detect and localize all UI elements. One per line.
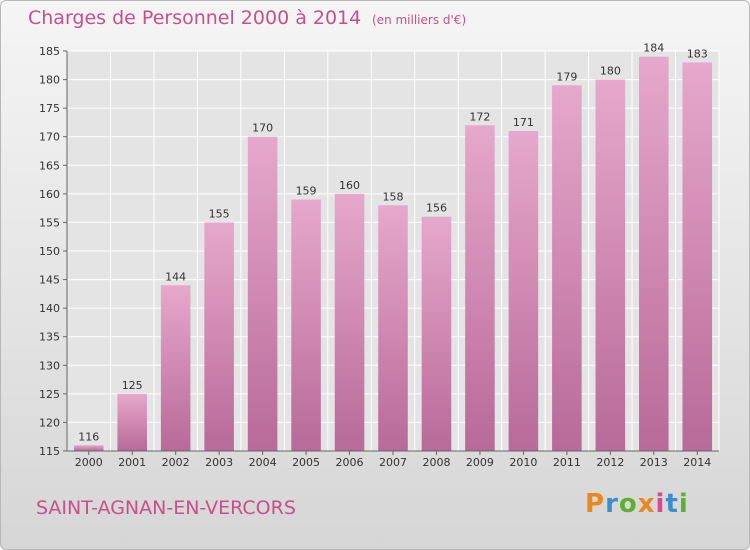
bar xyxy=(421,216,452,451)
chart-subtitle: (en milliers d'€) xyxy=(372,13,467,27)
bar-value-label: 116 xyxy=(78,430,99,443)
bar-value-label: 179 xyxy=(556,70,577,83)
bar xyxy=(73,445,104,451)
bar-value-label: 183 xyxy=(687,47,708,60)
bar-value-label: 172 xyxy=(469,110,490,123)
logo-letter: i xyxy=(678,489,689,519)
bar-value-label: 158 xyxy=(383,190,404,203)
x-tick-label: 2007 xyxy=(379,456,407,469)
logo-letter: o xyxy=(618,489,638,519)
bar xyxy=(508,131,539,451)
bar-value-label: 155 xyxy=(209,207,230,220)
x-tick-label: 2009 xyxy=(466,456,494,469)
y-tick-label: 145 xyxy=(39,274,60,287)
x-tick-label: 2012 xyxy=(596,456,624,469)
bar xyxy=(204,222,234,451)
y-tick-label: 150 xyxy=(39,245,60,258)
bar xyxy=(247,136,278,451)
x-tick-label: 2014 xyxy=(683,456,711,469)
bar xyxy=(117,393,147,451)
x-tick-label: 2010 xyxy=(509,456,537,469)
x-tick-label: 2004 xyxy=(249,456,277,469)
x-tick-label: 2005 xyxy=(292,456,320,469)
x-tick-label: 2008 xyxy=(422,456,450,469)
bar xyxy=(595,79,626,452)
bar xyxy=(334,193,365,451)
bar-value-label: 160 xyxy=(339,179,360,192)
y-tick-label: 185 xyxy=(39,45,60,58)
logo-letter: t xyxy=(665,489,679,519)
bar xyxy=(291,199,321,451)
logo-letter: i xyxy=(655,489,666,519)
bar-value-label: 125 xyxy=(122,379,143,392)
x-tick-label: 2002 xyxy=(162,456,190,469)
logo-letter: r xyxy=(605,489,619,519)
y-tick-label: 170 xyxy=(39,131,60,144)
bar-value-label: 156 xyxy=(426,202,447,215)
x-tick-label: 2013 xyxy=(640,456,668,469)
y-tick-label: 165 xyxy=(39,159,60,172)
y-tick-label: 155 xyxy=(39,216,60,229)
logo-letter: x xyxy=(637,489,656,519)
proxiti-logo[interactable]: Proxiti xyxy=(585,489,689,519)
logo-letter: P xyxy=(585,489,606,519)
x-tick-label: 2003 xyxy=(205,456,233,469)
bar-value-label: 170 xyxy=(252,122,273,135)
x-tick-label: 2000 xyxy=(75,456,103,469)
y-tick-label: 180 xyxy=(39,74,60,87)
bar-value-label: 144 xyxy=(165,270,186,283)
bar xyxy=(682,62,713,452)
y-tick-label: 140 xyxy=(39,302,60,315)
commune-name: SAINT-AGNAN-EN-VERCORS xyxy=(36,497,296,519)
y-tick-label: 115 xyxy=(39,445,60,458)
x-tick-label: 2006 xyxy=(336,456,364,469)
bar-value-label: 180 xyxy=(600,65,621,78)
y-tick-label: 125 xyxy=(39,388,60,401)
y-tick-label: 130 xyxy=(39,359,60,372)
y-tick-label: 135 xyxy=(39,331,60,344)
x-tick-label: 2011 xyxy=(553,456,581,469)
bar-value-label: 171 xyxy=(513,116,534,129)
y-tick-label: 160 xyxy=(39,188,60,201)
bar xyxy=(639,56,669,451)
bar xyxy=(378,205,408,451)
x-tick-label: 2001 xyxy=(118,456,146,469)
bar xyxy=(552,85,582,452)
bar-value-label: 159 xyxy=(296,185,317,198)
y-tick-label: 120 xyxy=(39,416,60,429)
bar xyxy=(465,125,495,452)
bar-value-label: 184 xyxy=(643,42,664,55)
bar xyxy=(160,285,191,451)
y-tick-label: 175 xyxy=(39,102,60,115)
chart-title: Charges de Personnel 2000 à 2014 xyxy=(28,7,362,29)
